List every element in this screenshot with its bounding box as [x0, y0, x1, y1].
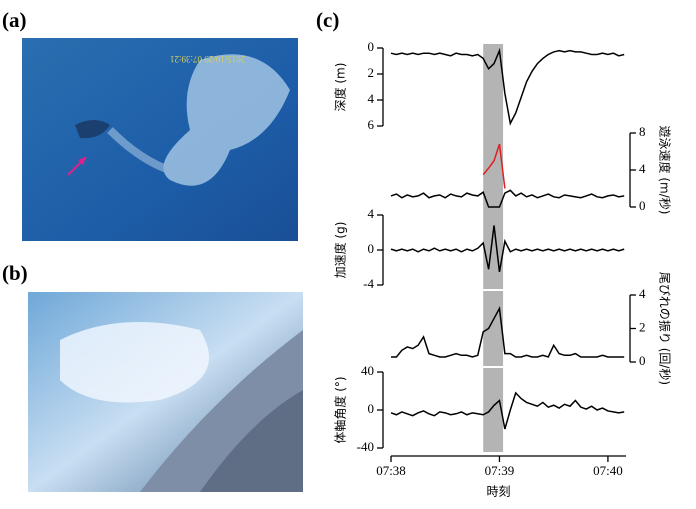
highlight	[483, 44, 504, 130]
panel-label: (b)	[2, 261, 28, 285]
panel-label: (a)	[2, 8, 27, 32]
y-tick-label: 8	[639, 124, 646, 139]
y-tick-label: -4	[363, 276, 374, 291]
y-tick-label: 40	[361, 363, 374, 378]
highlight	[483, 368, 504, 452]
y-axis-label: 加速度 (g)	[333, 222, 348, 279]
y-axis-label: 体軸角度 (°)	[333, 376, 348, 443]
y-tick-label: 0	[368, 241, 375, 256]
data-line	[390, 189, 625, 208]
y-tick-label: 2	[639, 319, 646, 334]
y-tick-label: 0	[639, 353, 646, 368]
y-tick-label: 0	[368, 39, 375, 54]
highlight	[483, 291, 504, 366]
data-line	[390, 47, 625, 126]
x-tick-label: 07:39	[485, 463, 515, 478]
x-tick-label: 07:38	[376, 463, 406, 478]
y-tick-label: -40	[357, 439, 374, 454]
photo-b	[28, 292, 303, 492]
y-tick-label: 6	[368, 117, 375, 132]
y-tick-label: 2	[368, 65, 375, 80]
y-tick-label: 0	[639, 198, 646, 213]
data-line	[482, 143, 506, 189]
y-tick-label: 4	[639, 286, 646, 301]
x-tick-label: 07:40	[593, 463, 623, 478]
y-tick-label: 4	[639, 161, 646, 176]
data-line	[390, 225, 625, 273]
data-line	[391, 305, 625, 358]
x-axis-label: 時刻	[486, 485, 510, 499]
y-tick-label: 0	[368, 401, 375, 416]
y-axis-label: 尾びれの振り (回/秒)	[658, 272, 672, 385]
y-tick-label: 4	[368, 91, 375, 106]
highlight	[483, 211, 504, 289]
y-axis-label: 遊泳速度 (m/秒)	[658, 126, 673, 215]
data-line	[390, 391, 625, 430]
y-axis-label: 深度 (m)	[333, 63, 348, 112]
panel-label: (c)	[316, 8, 339, 32]
photo-a: 2015/10/29 07:39:21	[22, 38, 298, 241]
timestamp: 2015/10/29 07:39:21	[170, 54, 245, 64]
y-tick-label: 4	[368, 206, 375, 221]
